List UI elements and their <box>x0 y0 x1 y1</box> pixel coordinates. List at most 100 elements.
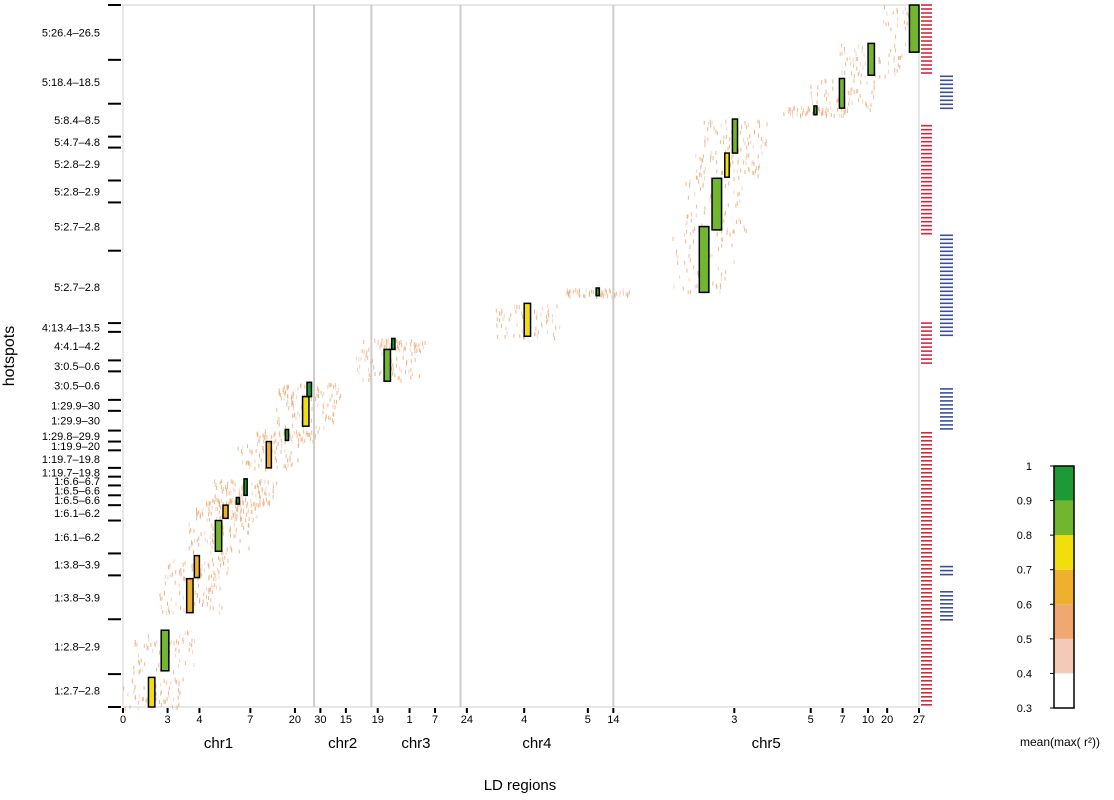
weak-ld-mark <box>257 442 258 447</box>
weak-ld-mark <box>279 393 281 398</box>
weak-ld-mark <box>832 79 834 84</box>
weak-ld-mark <box>134 695 136 699</box>
weak-ld-mark <box>360 356 362 361</box>
hotspot-block <box>390 337 396 351</box>
weak-ld-mark <box>760 144 762 149</box>
weak-ld-mark <box>409 347 411 352</box>
weak-ld-mark <box>208 517 210 522</box>
weak-ld-mark <box>873 85 875 89</box>
weak-ld-mark <box>807 106 809 111</box>
weak-ld-mark <box>583 294 585 299</box>
weak-ld-mark <box>259 481 261 486</box>
weak-ld-mark <box>265 486 267 491</box>
x-tick-label: 20 <box>881 714 893 726</box>
weak-ld-mark <box>262 498 264 503</box>
weak-ld-mark <box>198 510 200 515</box>
weak-ld-mark <box>139 661 140 666</box>
weak-ld-mark <box>124 707 126 711</box>
weak-ld-mark <box>173 697 175 702</box>
weak-ld-mark <box>312 439 314 444</box>
weak-ld-mark <box>408 369 410 374</box>
weak-ld-mark <box>276 446 277 451</box>
weak-ld-mark <box>879 60 881 64</box>
weak-ld-mark <box>140 658 142 663</box>
weak-ld-mark <box>366 350 368 355</box>
weak-ld-mark <box>415 342 417 347</box>
weak-ld-mark <box>720 272 722 277</box>
weak-ld-mark <box>297 458 298 463</box>
weak-ld-mark <box>176 639 178 644</box>
weak-ld-mark <box>133 670 135 675</box>
weak-ld-mark <box>374 338 376 343</box>
weak-ld-mark <box>215 483 217 487</box>
weak-ld-mark <box>688 253 690 258</box>
hotspot-block <box>711 177 723 231</box>
hotspot-block <box>908 4 920 53</box>
weak-ld-mark <box>357 367 358 372</box>
weak-ld-mark <box>226 492 228 497</box>
weak-ld-mark <box>173 641 175 646</box>
weak-ld-mark <box>231 500 233 505</box>
weak-ld-mark <box>294 430 296 435</box>
weak-ld-mark <box>258 494 260 499</box>
weak-ld-mark <box>194 538 196 543</box>
weak-ld-mark <box>317 386 319 391</box>
weak-ld-mark <box>411 372 413 377</box>
weak-ld-mark <box>503 314 505 318</box>
weak-ld-mark <box>138 700 140 705</box>
weak-ld-mark <box>578 292 580 297</box>
weak-ld-mark <box>173 559 175 564</box>
weak-ld-mark <box>234 499 236 504</box>
weak-ld-mark <box>209 605 211 610</box>
weak-ld-mark <box>218 603 220 608</box>
weak-ld-mark <box>570 289 572 294</box>
weak-ld-mark <box>414 349 416 354</box>
weak-ld-mark <box>236 513 238 518</box>
weak-ld-mark <box>709 119 711 124</box>
weak-ld-mark <box>167 601 168 606</box>
weak-ld-mark <box>566 291 568 296</box>
weak-ld-mark <box>386 342 388 346</box>
weak-ld-mark <box>679 275 681 280</box>
weak-ld-mark <box>726 227 728 232</box>
weak-ld-mark <box>791 109 793 114</box>
weak-ld-mark <box>334 383 336 388</box>
weak-ld-mark <box>895 48 897 53</box>
weak-ld-mark <box>227 481 229 486</box>
weak-ld-mark <box>293 413 295 418</box>
weak-ld-mark <box>292 423 294 428</box>
weak-ld-mark <box>260 458 262 462</box>
weak-ld-mark <box>276 481 278 486</box>
weak-ld-mark <box>731 155 733 160</box>
weak-ld-mark <box>296 430 298 435</box>
weak-ld-mark <box>384 344 386 349</box>
weak-ld-mark <box>290 463 292 468</box>
weak-ld-mark <box>722 170 723 175</box>
weak-ld-mark <box>902 10 904 15</box>
hotspot-label: 1:6.5–6.6 <box>54 485 100 497</box>
weak-ld-mark <box>272 494 274 499</box>
weak-ld-mark <box>319 426 320 430</box>
colorbar-frame <box>1053 465 1075 709</box>
weak-ld-mark <box>167 575 169 580</box>
weak-ld-mark <box>169 563 171 568</box>
weak-ld-mark <box>196 507 197 512</box>
weak-ld-mark <box>518 305 520 310</box>
weak-ld-mark <box>850 87 852 92</box>
weak-ld-mark <box>873 80 875 85</box>
weak-ld-mark <box>297 411 299 416</box>
weak-ld-mark <box>720 277 722 282</box>
weak-ld-mark <box>158 663 160 668</box>
hotspot-block <box>698 225 710 294</box>
weak-ld-mark <box>789 107 791 112</box>
weak-ld-mark <box>256 431 258 436</box>
weak-ld-mark <box>222 526 224 531</box>
chromosome-separators <box>313 5 615 707</box>
weak-ld-mark <box>720 123 722 128</box>
weak-ld-mark <box>303 429 305 434</box>
colorbar-bin <box>1054 535 1074 570</box>
weak-ld-mark <box>673 284 675 289</box>
weak-ld-mark <box>406 359 408 364</box>
weak-ld-mark <box>388 338 389 343</box>
weak-ld-mark <box>841 114 843 119</box>
